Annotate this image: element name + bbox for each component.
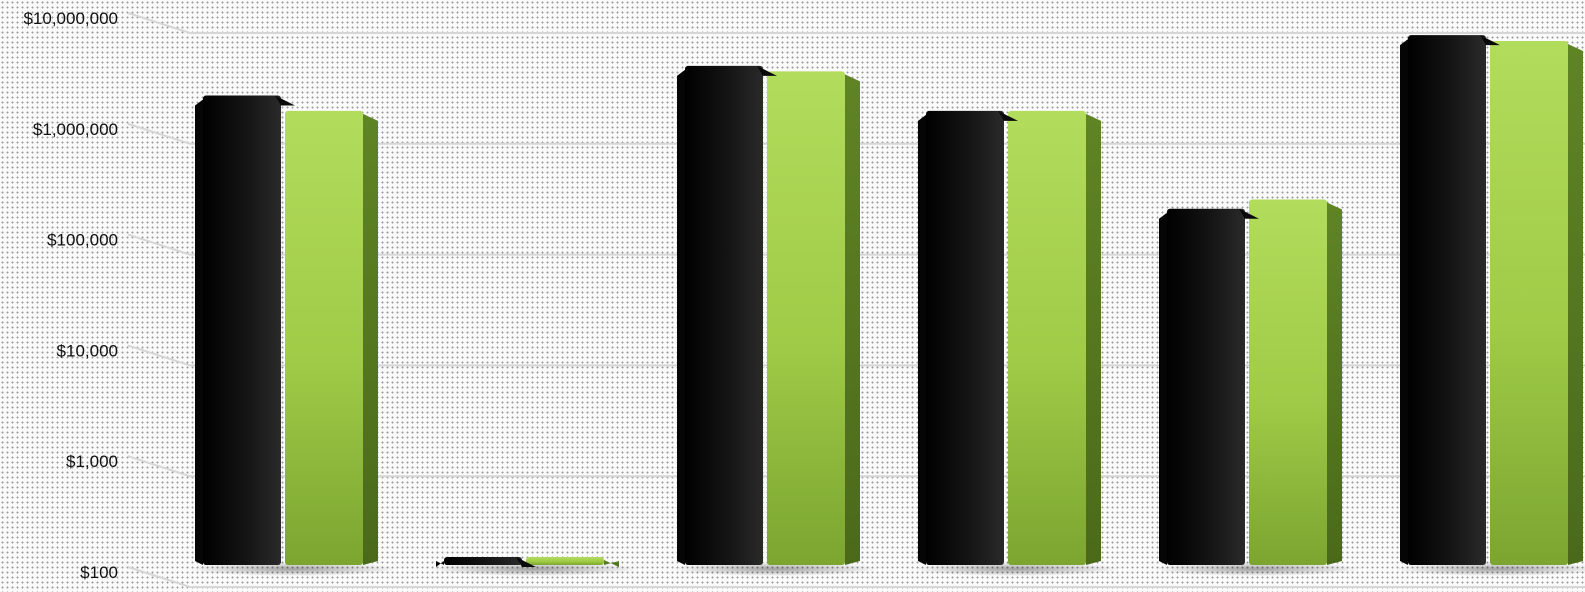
y-tick-label-1: $1,000 [66, 452, 118, 471]
gridline-0 [127, 566, 1585, 588]
bar-green-side-0 [363, 113, 378, 566]
bar-green-side-3 [1086, 113, 1101, 566]
bar-black-cap-0 [275, 95, 295, 106]
bar-black-cap-1 [516, 557, 536, 567]
bar-black-1 [444, 557, 522, 565]
y-tick-label-5: $10,000,000 [23, 9, 118, 28]
bar-black-side-3 [918, 114, 926, 566]
bar-shadow-3 [910, 562, 1122, 576]
y-tick-label-0: $100 [80, 563, 118, 582]
gridline-2 [127, 344, 1585, 367]
y-tick-label-2: $10,000 [57, 341, 118, 360]
bar-green-side-4 [1327, 202, 1342, 565]
bar-shadow-1 [428, 562, 640, 576]
bar-green-side-5 [1568, 44, 1583, 566]
bar-black-side-1 [436, 561, 444, 567]
gridline-1 [127, 455, 1585, 478]
bar-black-4 [1167, 208, 1245, 565]
bar-green-side-2 [845, 74, 860, 565]
gridline-5 [127, 12, 1585, 34]
gridline-3 [127, 233, 1585, 256]
bar-black-cap-2 [757, 65, 777, 76]
bar-black-side-4 [1159, 212, 1167, 565]
bar-black-5 [1408, 35, 1486, 565]
bar-green-4 [1249, 199, 1327, 565]
bar-green-3 [1008, 110, 1086, 566]
bar-shadow-4 [1151, 562, 1363, 576]
y-tick-label-4: $1,000,000 [33, 120, 118, 139]
bar-black-2 [685, 65, 763, 565]
bar-shadow-5 [1392, 562, 1585, 576]
y-axis: $100 $1,000 $10,000 $100,000 $1,000,000 $10,0… [23, 9, 118, 582]
gridlines [127, 12, 1585, 588]
bar-green-5 [1490, 41, 1568, 566]
bar-black-side-0 [195, 99, 203, 566]
y-tick-label-3: $100,000 [47, 231, 118, 250]
bar-black-cap-5 [1480, 35, 1500, 46]
bar-black-3 [926, 110, 1004, 566]
bar-green-side-1 [604, 560, 619, 567]
bar-black-cap-4 [1239, 208, 1259, 219]
bar-black-side-2 [677, 69, 685, 565]
gridline-4 [127, 122, 1585, 145]
bar-green-2 [767, 71, 845, 565]
bar-black-0 [203, 95, 281, 566]
bar-black-side-5 [1400, 39, 1408, 565]
bar-black-cap-3 [998, 110, 1018, 121]
bar-green-0 [285, 110, 363, 566]
bar-shadow-2 [669, 562, 881, 576]
bars [187, 35, 1585, 576]
bar-shadow-0 [187, 562, 399, 576]
bar-green-1 [526, 557, 604, 565]
